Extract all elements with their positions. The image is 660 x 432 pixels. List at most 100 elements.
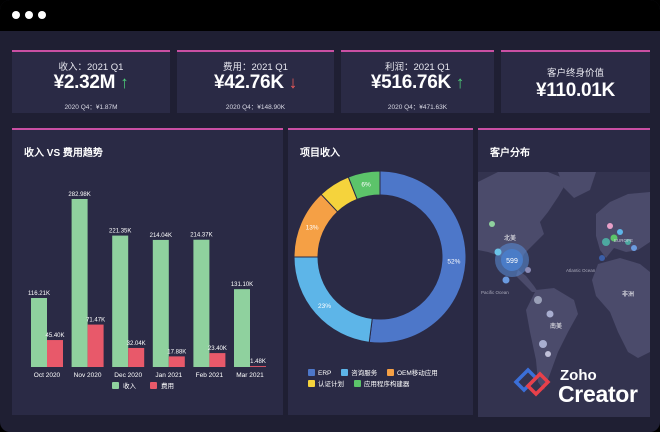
expense-bar[interactable] — [47, 340, 63, 367]
legend-swatch — [308, 369, 315, 376]
region-label: 北美 — [504, 234, 516, 242]
logo-text: Creator — [558, 381, 638, 407]
bar-data-label: 17.88K — [167, 349, 186, 355]
up-arrow-icon: ↑ — [120, 73, 129, 92]
bar-chart: 116.21K 45.40K Oct 2020 282.98K 71.47K Nov 20… — [28, 192, 266, 379]
ocean-label: Atlantic Ocean — [566, 268, 596, 273]
donut-chart: 52% 23% 13% 6% — [293, 170, 467, 344]
expense-bar[interactable] — [128, 347, 145, 367]
window-titlebar — [0, 0, 660, 31]
legend-label: 应用程序构建器 — [363, 381, 410, 388]
central-america-landmass — [516, 270, 538, 292]
legend-item[interactable]: 应用程序构建器 — [353, 380, 410, 388]
south-america-landmass — [526, 288, 578, 390]
expense-bar[interactable] — [87, 324, 104, 367]
legend-label: 咨询服务 — [351, 370, 378, 377]
x-axis-tick-label: Nov 2020 — [74, 372, 102, 379]
map-cluster-marker[interactable] — [501, 249, 523, 271]
revenue-bar[interactable] — [112, 235, 129, 367]
kpi-value-row: ¥110.01K — [501, 80, 650, 102]
bar-data-label: 131.10K — [231, 282, 253, 288]
legend-swatch — [341, 369, 349, 376]
ocean-label: Pacific Ocean — [481, 290, 509, 295]
window-control-dot[interactable] — [25, 11, 33, 19]
revenue-bar[interactable] — [234, 289, 250, 367]
kpi-title: 费用：2021 Q1 — [223, 62, 288, 73]
bar-data-label: 1.48K — [250, 359, 266, 365]
window-control-dot[interactable] — [38, 11, 46, 19]
bar-data-label: 116.21K — [28, 291, 50, 297]
map-marker[interactable] — [546, 310, 554, 318]
panel-title: 收入 VS 费用趋势 — [24, 148, 103, 159]
region-label: EUROPE — [614, 238, 633, 243]
up-arrow-icon: ↑ — [455, 73, 465, 92]
legend-label: 费用 — [161, 383, 174, 390]
kpi-previous: 2020 Q4：¥1.87M — [64, 104, 118, 111]
map-marker[interactable] — [631, 245, 637, 251]
revenue-bar[interactable] — [31, 298, 47, 367]
legend-item[interactable]: 认证计划 — [308, 380, 344, 388]
bar-data-label: 214.04K — [150, 233, 172, 239]
revenue-bar[interactable] — [193, 239, 210, 367]
expense-bar[interactable] — [250, 366, 266, 367]
revenue-bar[interactable] — [71, 199, 88, 367]
map-marker[interactable] — [610, 234, 618, 242]
map-marker[interactable] — [539, 340, 547, 348]
legend-item[interactable]: 咨询服务 — [341, 369, 378, 377]
kpi-card-expense[interactable]: 费用：2021 Q1 ¥42.76K ↓ 2020 Q4：¥148.90K — [177, 50, 334, 113]
legend-label: ERP — [318, 370, 332, 377]
zoho-creator-logo-icon — [513, 367, 551, 397]
bar-data-label: 45.40K — [45, 333, 64, 339]
map-marker[interactable] — [602, 238, 610, 246]
map-marker[interactable] — [494, 248, 502, 256]
legend-item[interactable]: 费用 — [150, 380, 174, 390]
greenland-landmass — [558, 172, 596, 198]
kpi-title: 客户终身价值 — [546, 68, 604, 79]
map-marker[interactable] — [502, 276, 510, 284]
expense-bar[interactable] — [168, 356, 185, 367]
x-axis-tick-label: Mar 2021 — [236, 372, 264, 379]
region-label: 南美 — [550, 322, 562, 330]
donut-slice[interactable] — [368, 170, 467, 344]
kpi-value-row: ¥516.76K ↑ — [341, 72, 494, 94]
map-marker[interactable] — [625, 239, 631, 245]
legend-label: 认证计划 — [318, 381, 344, 388]
kpi-card-customer-lifetime-value[interactable]: 客户终身价值 ¥110.01K — [501, 50, 650, 113]
bar-data-label: 221.35K — [109, 229, 131, 235]
map-marker[interactable] — [599, 255, 605, 261]
donut-slice-label: 13% — [306, 225, 319, 232]
map-marker[interactable] — [607, 223, 613, 229]
panel-title: 客户分布 — [490, 148, 530, 159]
bar-data-label: 214.37K — [190, 233, 212, 239]
map-marker[interactable] — [489, 221, 495, 227]
window-control-dot[interactable] — [12, 11, 20, 19]
legend-item[interactable]: ERP — [308, 369, 332, 377]
legend-item[interactable]: 收入 — [112, 380, 136, 390]
kpi-value: ¥2.32M — [53, 72, 116, 93]
legend-swatch — [308, 380, 315, 387]
map-marker[interactable] — [525, 267, 531, 273]
revenue-bar[interactable] — [152, 239, 169, 367]
legend-swatch — [353, 380, 361, 387]
kpi-value-row: ¥2.32M ↑ — [12, 72, 170, 94]
expense-bar[interactable] — [209, 353, 226, 367]
bar-data-label: 32.04K — [127, 341, 146, 347]
legend-swatch — [112, 382, 119, 389]
bar-legend: 收入 费用 — [112, 380, 174, 390]
legend-item[interactable]: OEM移动应用 — [387, 369, 438, 377]
kpi-card-revenue[interactable]: 收入：2021 Q1 ¥2.32M ↑ 2020 Q4：¥1.87M — [12, 50, 170, 113]
kpi-value: ¥516.76K — [370, 72, 451, 93]
map-marker[interactable] — [545, 351, 551, 357]
map-marker[interactable] — [617, 229, 623, 235]
legend-label: OEM移动应用 — [397, 370, 438, 377]
map-marker[interactable] — [534, 296, 542, 304]
donut-slice[interactable] — [293, 256, 373, 343]
legend-swatch — [150, 382, 157, 389]
bar-data-label: 282.98K — [68, 192, 90, 198]
x-axis-tick-label: Jan 2021 — [155, 372, 182, 379]
world-map[interactable]: 599 北美 Atlantic Ocean Pacific Ocean 非洲 南… — [478, 172, 650, 417]
donut-slice[interactable] — [347, 170, 381, 201]
kpi-card-profit[interactable]: 利润：2021 Q1 ¥516.76K ↑ 2020 Q4：¥471.63K — [341, 50, 494, 113]
kpi-value: ¥110.01K — [536, 80, 615, 101]
